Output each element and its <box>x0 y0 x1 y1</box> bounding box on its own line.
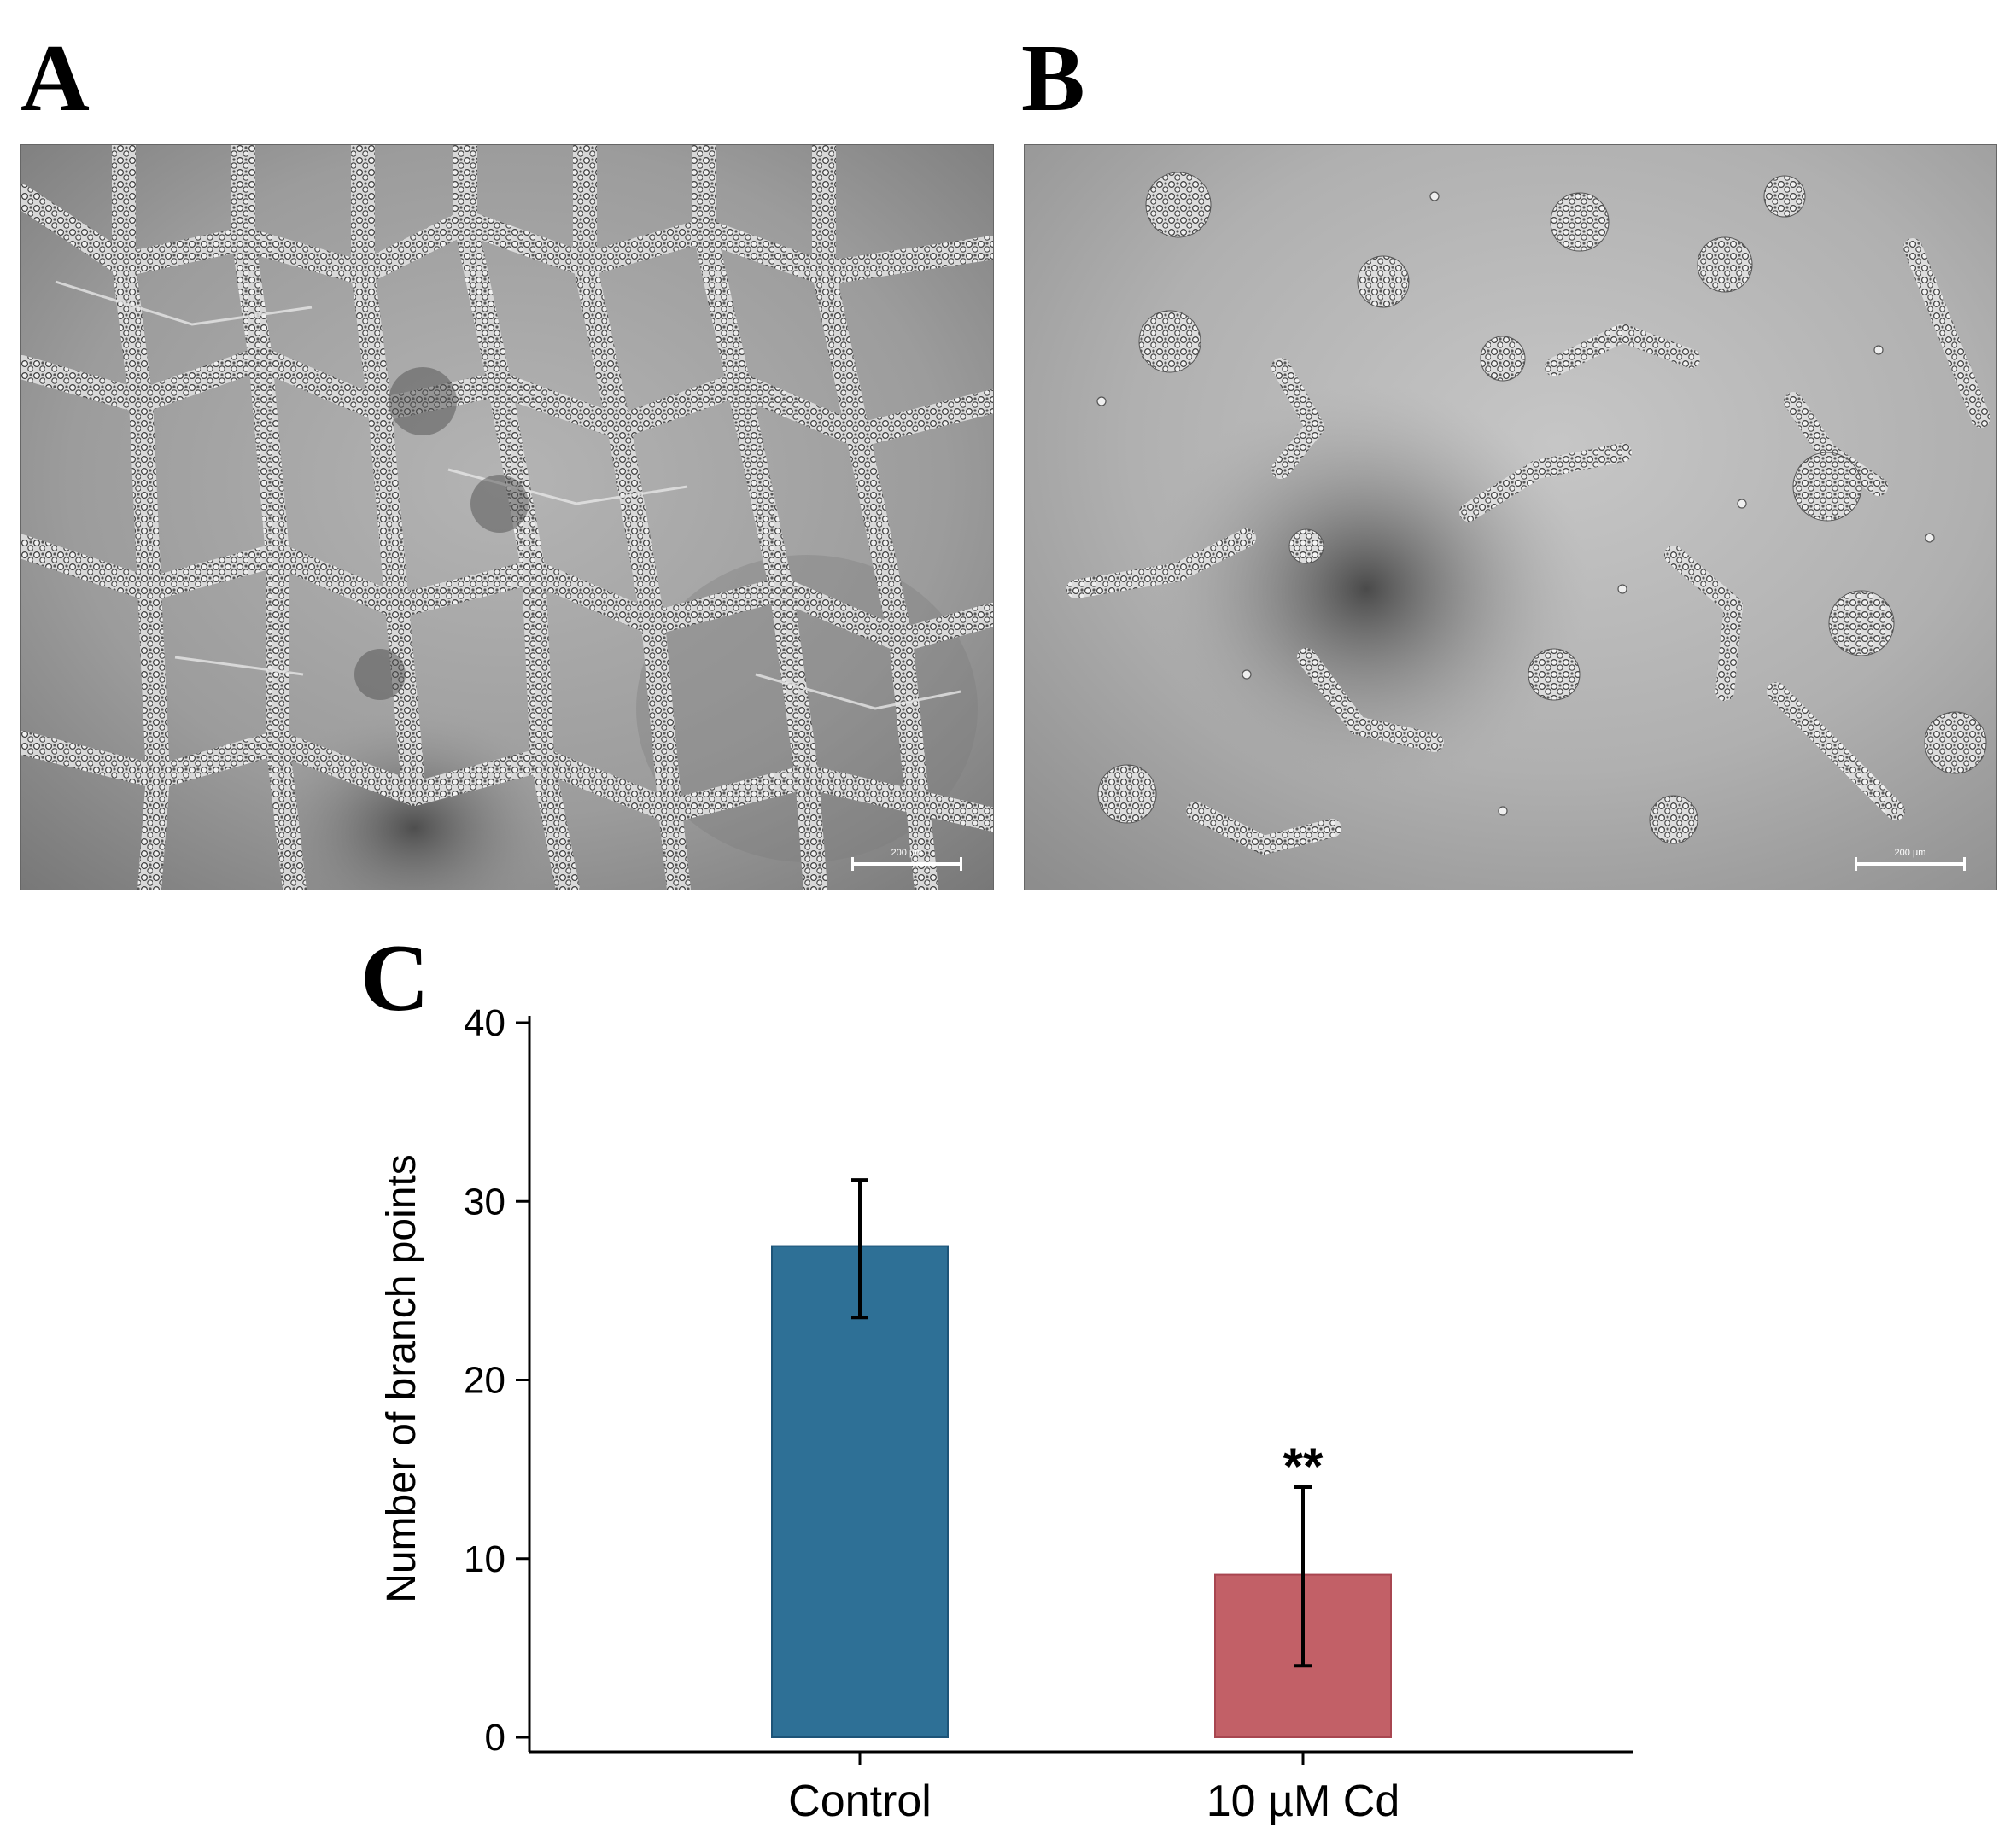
branch-points-bar-chart: 0 10 20 30 40 Control 10 µM Cd ** Number of b… <box>379 1002 1636 1826</box>
micrograph-cadmium: 200 µm <box>1024 144 1997 890</box>
plot-area <box>529 1007 1636 1750</box>
y-tick-label-10: 10 <box>464 1538 505 1580</box>
y-tick-label-20: 20 <box>464 1360 505 1402</box>
panel-b-label: B <box>1021 26 1085 131</box>
y-axis-title: Number of branch points <box>379 1154 424 1603</box>
micrograph-control: 200 µm <box>20 144 994 890</box>
x-axis: Control 10 µM Cd <box>529 1750 1633 1826</box>
panel-a-label: A <box>20 26 90 131</box>
annotations: ** <box>1283 1438 1324 1495</box>
bar-0 <box>771 1245 949 1738</box>
significance-label-1: ** <box>1283 1438 1324 1495</box>
panel-c-label: C <box>360 925 429 1031</box>
y-tick-label-0: 0 <box>485 1717 505 1759</box>
x-tick-label-1: 10 µM Cd <box>1207 1777 1400 1826</box>
error-bars <box>851 1178 1312 1668</box>
y-tick-label-30: 30 <box>464 1181 505 1223</box>
y-tick-label-40: 40 <box>464 1002 505 1044</box>
scale-bar-label-b: 200 µm <box>1895 848 1926 858</box>
scale-bar-label-a: 200 µm <box>891 848 923 858</box>
y-axis: 0 10 20 30 40 <box>464 1002 531 1759</box>
x-tick-label-0: Control <box>788 1777 932 1826</box>
